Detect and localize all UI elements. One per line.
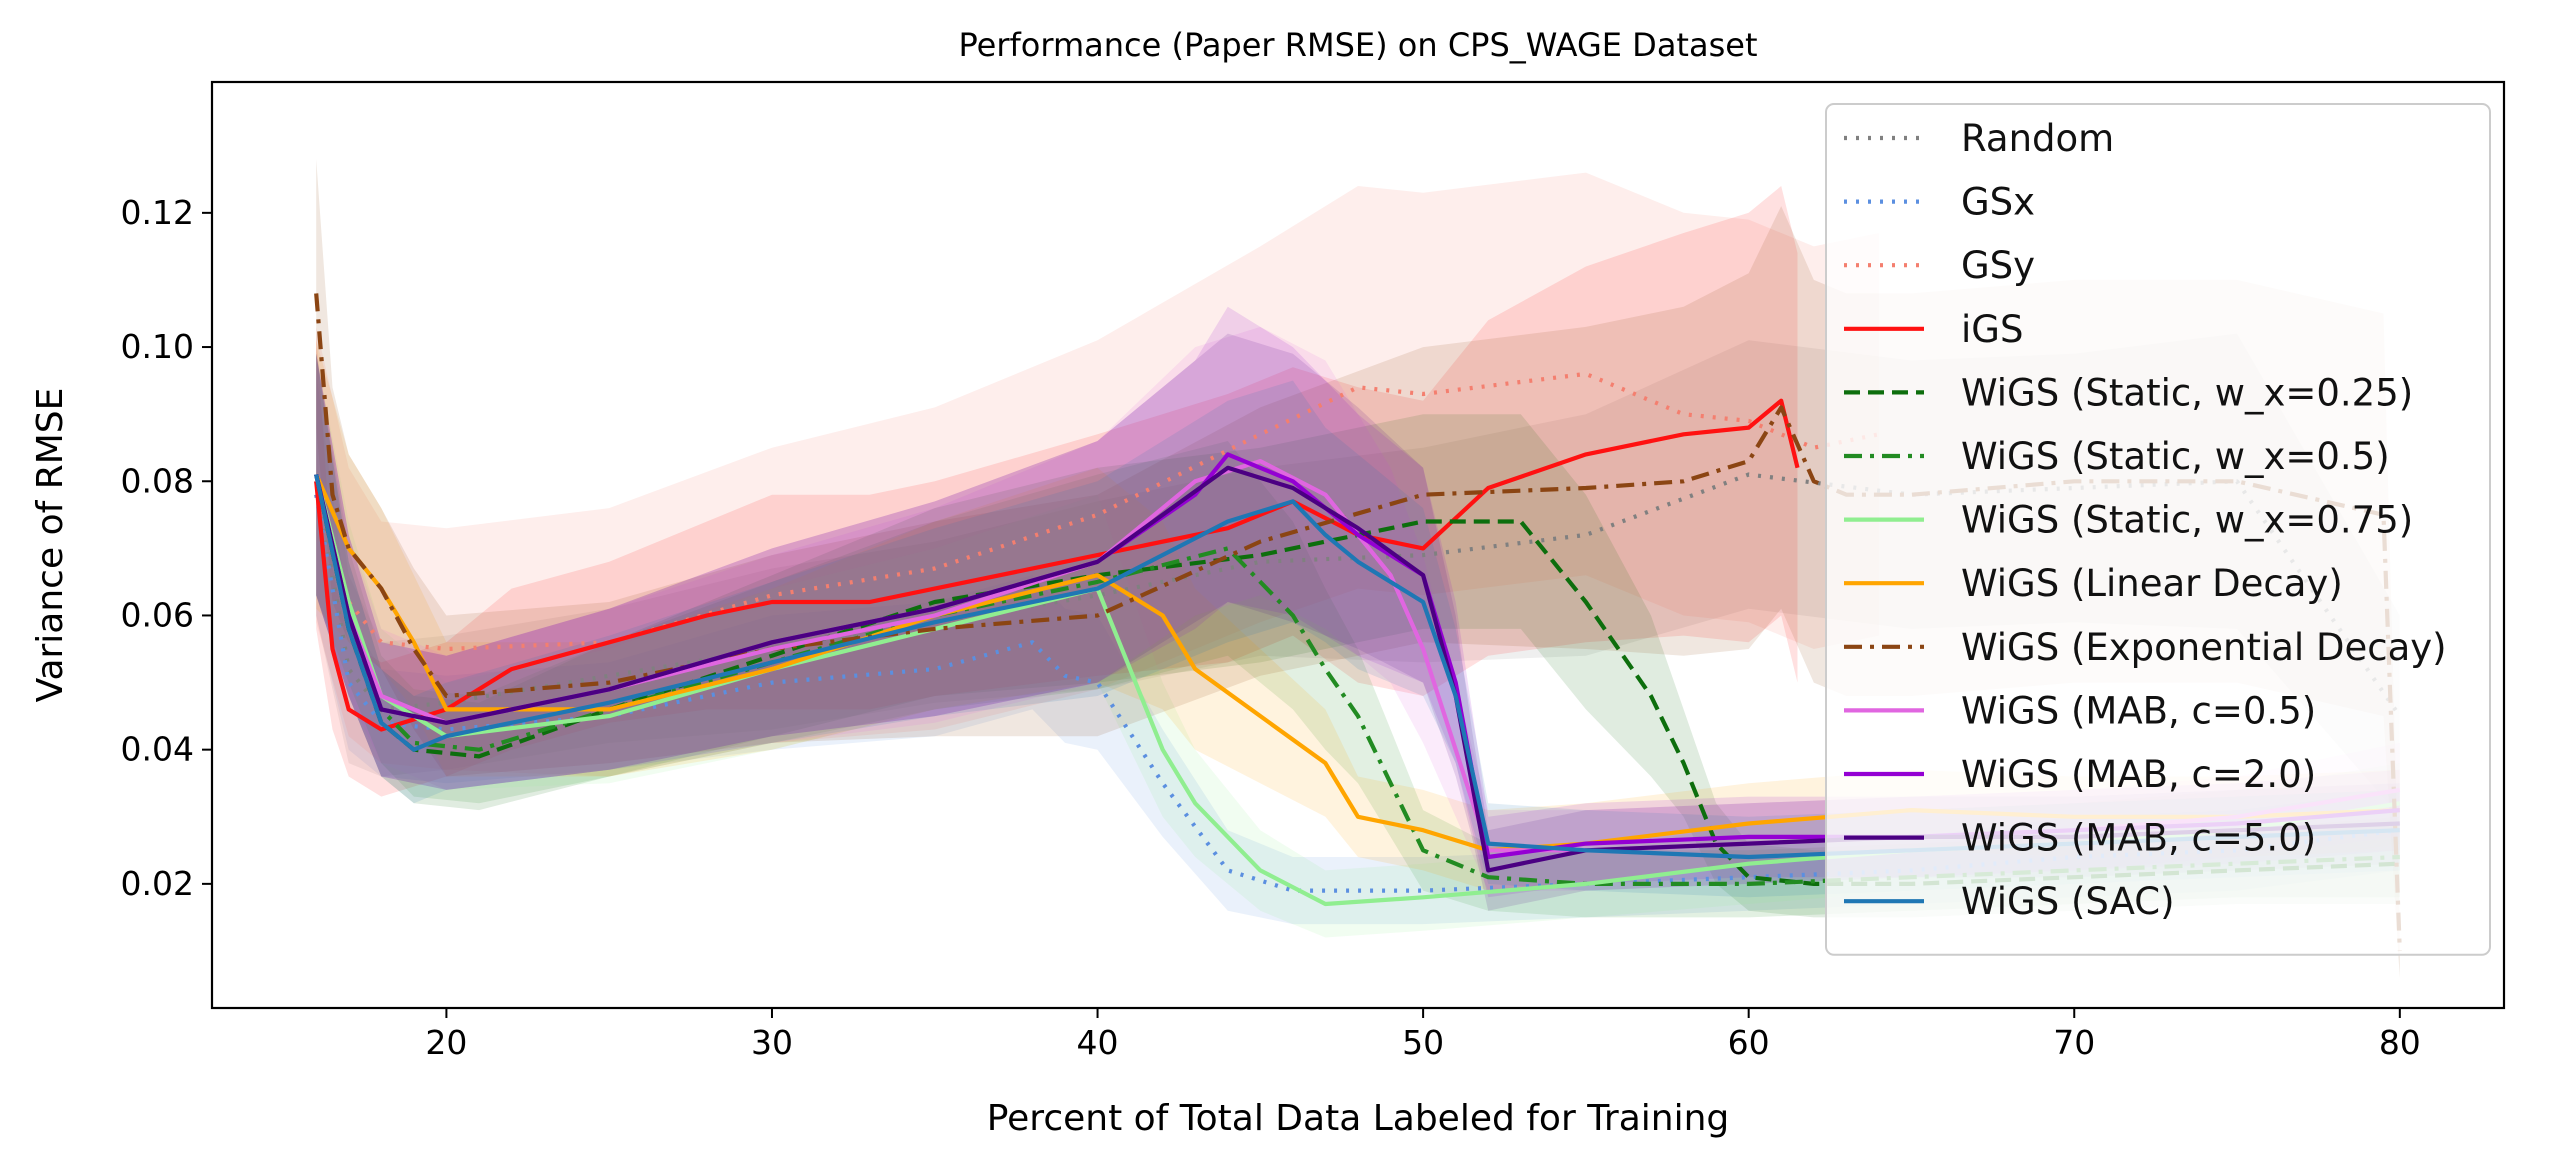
legend: Random GSx GSy iGS WiGS (Static, w_x=0.25) Wi… (1825, 103, 2491, 956)
legend-label-wigs-mab-c-2-0: WiGS (MAB, c=2.0) (1961, 753, 2316, 796)
legend-label-wigs-static-w-x-0-75: WiGS (Static, w_x=0.75) (1961, 499, 2413, 542)
x-tick-label: 50 (1402, 1023, 1444, 1062)
legend-label-gsx: GSx (1961, 181, 2035, 224)
legend-label-wigs-linear-decay: WiGS (Linear Decay) (1961, 562, 2343, 605)
x-tick-label: 30 (751, 1023, 793, 1062)
y-axis-label: Variance of RMSE (30, 388, 71, 703)
band-wigs-sac (316, 353, 2400, 898)
band-igs (316, 186, 1798, 797)
band-gsy (316, 172, 1879, 777)
legend-label-wigs-static-w-x-0-25: WiGS (Static, w_x=0.25) (1961, 371, 2413, 414)
band-wigs-static-w-x-0-25 (316, 353, 2400, 918)
legend-label-wigs-sac: WiGS (SAC) (1961, 880, 2175, 923)
legend-label-igs: iGS (1961, 308, 2023, 351)
legend-label-wigs-static-w-x-0-5: WiGS (Static, w_x=0.5) (1961, 435, 2390, 478)
band-wigs-mab-c-2-0 (316, 306, 2400, 898)
x-tick-label: 40 (1077, 1023, 1119, 1062)
band-wigs-mab-c-0-5 (316, 326, 2400, 891)
band-wigs-mab-c-5-0 (316, 333, 2400, 911)
y-tick-label: 0.06 (121, 595, 194, 634)
series-line-igs (314, 398, 1800, 732)
plot-frame (210, 80, 2506, 1010)
y-tick-label: 0.04 (121, 730, 194, 769)
y-axis: 0.02 0.04 0.06 0.08 0.10 0.12 (121, 193, 212, 903)
x-tick-label: 70 (2053, 1023, 2095, 1062)
y-tick-label: 0.02 (121, 864, 194, 903)
x-tick-label: 60 (1728, 1023, 1770, 1062)
legend-label-random: Random (1961, 117, 2114, 160)
x-tick-label: 20 (425, 1023, 467, 1062)
band-wigs-static-w-x-0-75 (316, 353, 2400, 938)
chart-title: Performance (Paper RMSE) on CPS_WAGE Dat… (959, 26, 1758, 64)
legend-label-wigs-mab-c-5-0: WiGS (MAB, c=5.0) (1961, 817, 2316, 860)
y-tick-label: 0.08 (121, 461, 194, 500)
legend-label-wigs-exponential-decay: WiGS (Exponential Decay) (1961, 626, 2447, 669)
legend-label-wigs-mab-c-0-5: WiGS (MAB, c=0.5) (1961, 689, 2316, 732)
y-tick-label: 0.10 (121, 327, 194, 366)
x-axis: 20 30 40 50 60 70 80 (425, 1008, 2421, 1062)
x-axis-label: Percent of Total Data Labeled for Traini… (987, 1098, 1730, 1139)
y-tick-label: 0.12 (121, 193, 194, 232)
legend-box (1825, 103, 2491, 956)
x-tick-label: 80 (2379, 1023, 2421, 1062)
legend-label-gsy: GSy (1961, 244, 2035, 287)
